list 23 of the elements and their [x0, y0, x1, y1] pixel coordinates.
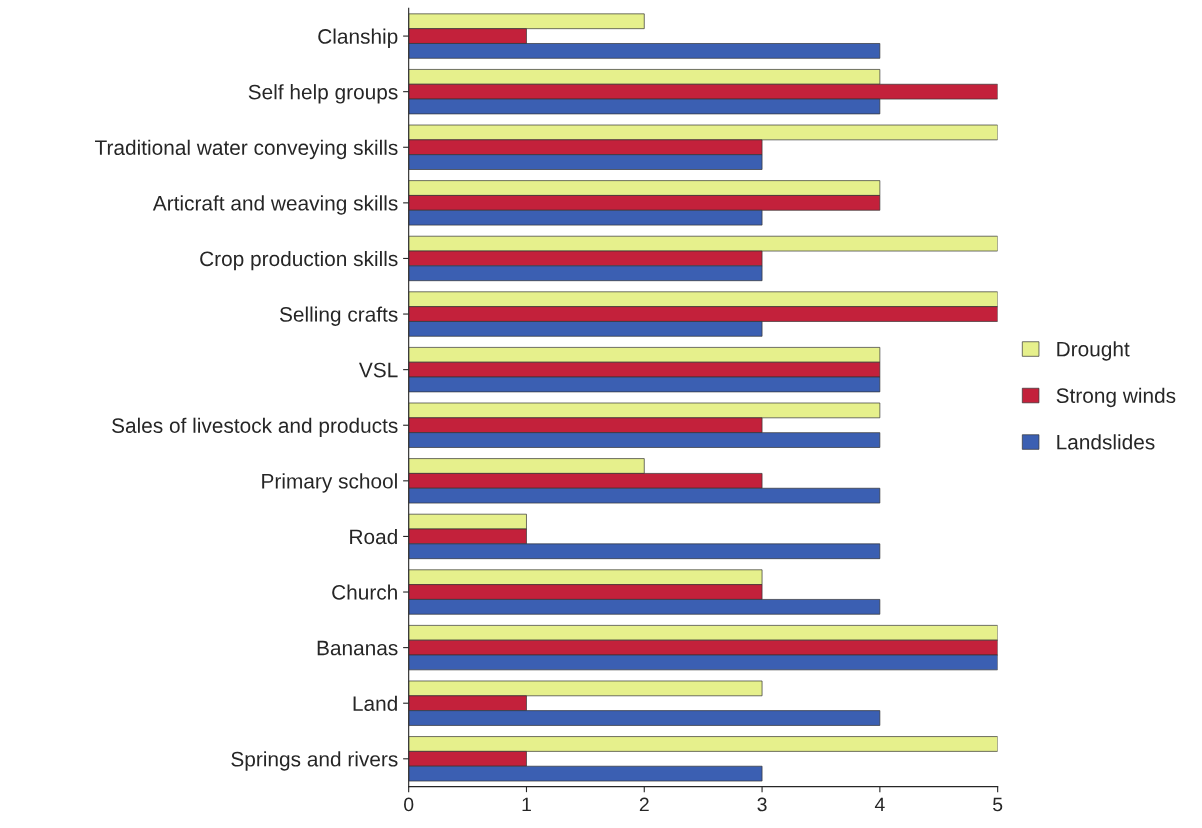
y-tick-label: Crop production skills	[200, 250, 398, 271]
x-tick-label: 2	[639, 797, 649, 812]
legend-label: Landslides	[1057, 434, 1155, 450]
y-tick-label: Selling crafts	[279, 306, 398, 326]
y-tick-label: Sales of livestock and products	[112, 417, 398, 438]
legend-label: Drought	[1057, 341, 1130, 361]
legend-label: Strong winds	[1056, 387, 1176, 408]
y-tick-label: Bananas	[317, 640, 398, 656]
x-tick-label: 4	[874, 797, 885, 812]
y-tick-label: Road	[350, 528, 397, 545]
x-tick-label: 0	[404, 797, 414, 812]
x-tick-label: 3	[757, 797, 767, 812]
x-tick-label: 1	[522, 797, 531, 812]
y-tick-label: Traditional water conveying skills	[95, 139, 398, 160]
y-tick-label: Articraft and weaving skills	[152, 195, 398, 215]
y-tick-label: Church	[332, 584, 397, 600]
y-tick-label: Springs and rivers	[231, 751, 398, 771]
y-tick-label: Clanship	[318, 28, 398, 48]
y-tick-label: VSL	[358, 362, 398, 378]
x-tick-label: 5	[993, 797, 1003, 812]
y-tick-label: Land	[353, 695, 397, 711]
y-tick-label: Self help groups	[248, 84, 398, 104]
y-tick-label: Primary school	[262, 473, 397, 493]
